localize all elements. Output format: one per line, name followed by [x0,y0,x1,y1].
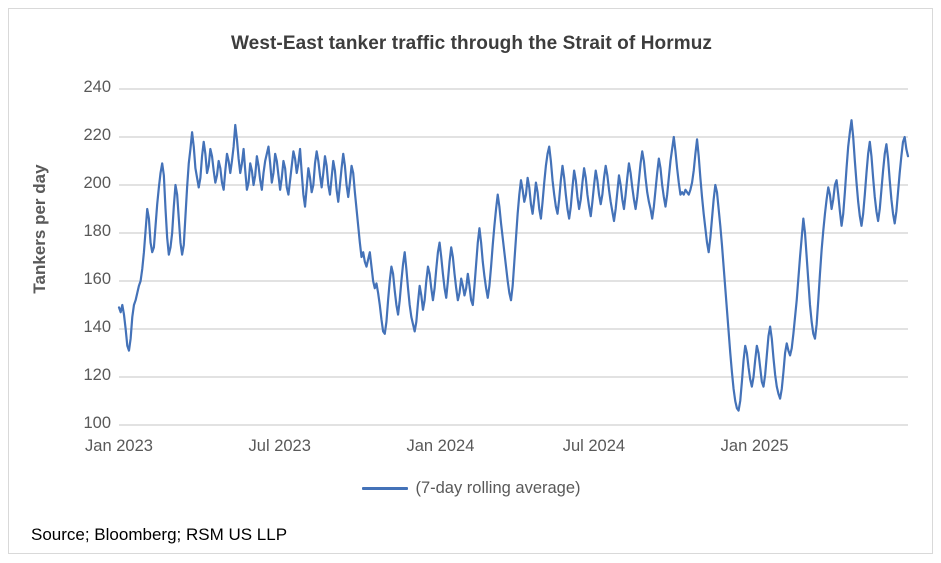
legend-label: (7-day rolling average) [415,479,581,497]
x-axis-tick-label: Jul 2023 [248,437,311,455]
legend-swatch-icon [362,487,409,490]
y-axis-tick-label: 180 [83,222,111,240]
y-axis-tick-label: 160 [83,270,111,288]
y-axis-tick-label: 240 [83,78,111,96]
series-line-7-day-rolling-average [117,119,910,412]
plot-area [117,88,910,426]
x-axis-tick-label: Jan 2023 [85,437,153,455]
y-axis-tick-label: 220 [83,126,111,144]
chart-title: West-East tanker traffic through the Str… [230,33,713,54]
y-axis-tick-label: 120 [83,366,111,384]
y-axis-tick-label: 100 [83,414,111,432]
y-axis-tick-label: 140 [83,318,111,336]
gridlines [119,88,908,426]
chart-frame: West-East tanker traffic through the Str… [8,8,933,554]
x-axis-tick-label: Jan 2024 [406,437,475,455]
x-axis-tick-label: Jan 2025 [720,437,789,455]
y-axis-tick-label: 200 [83,174,111,192]
x-axis-tick-label: Jul 2024 [562,437,626,455]
source-note: Source; Bloomberg; RSM US LLP [31,525,288,544]
chart-legend: (7-day rolling average) [9,479,934,498]
